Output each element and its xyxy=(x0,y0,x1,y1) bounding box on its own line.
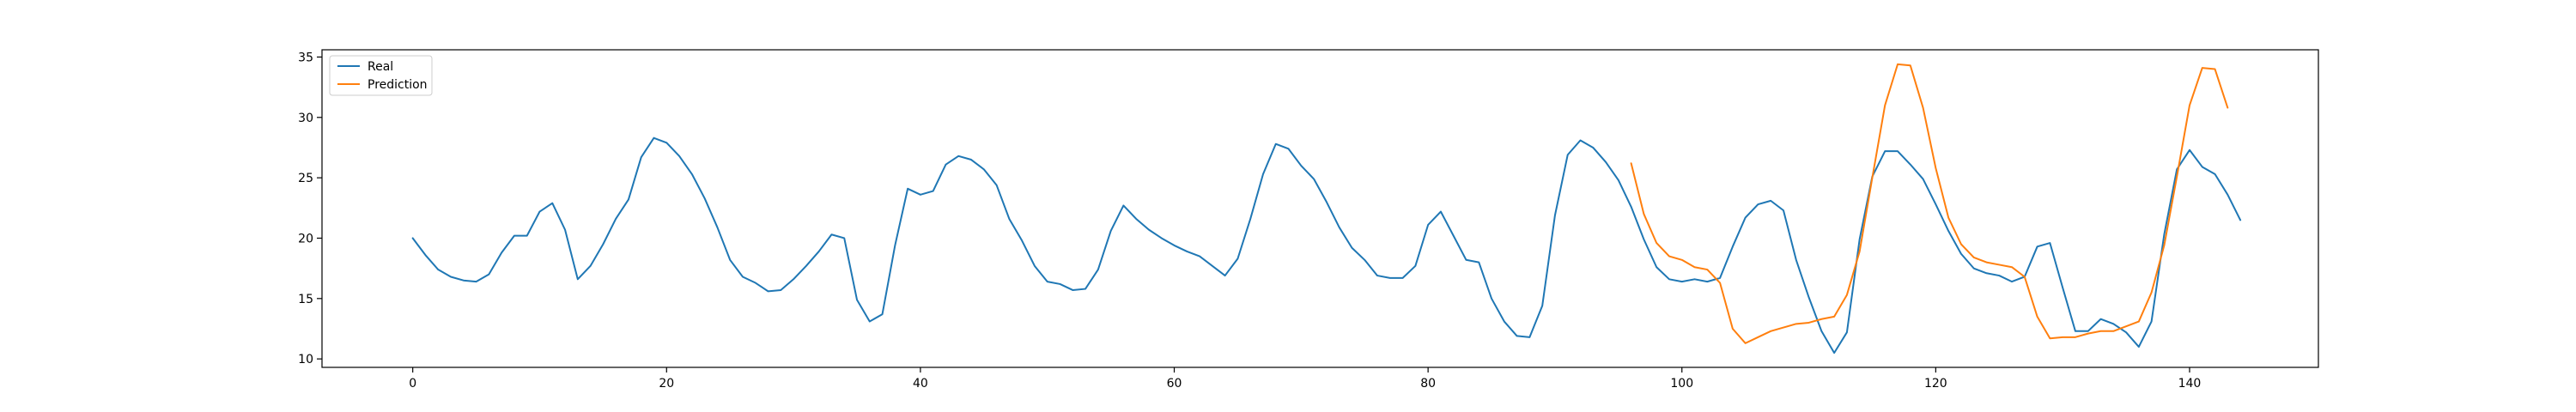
series-line-real xyxy=(411,136,2242,354)
plot-frame xyxy=(321,49,2319,368)
y-tick-label: 30 xyxy=(298,112,313,125)
legend: Real Prediction xyxy=(329,55,433,96)
legend-label-prediction: Prediction xyxy=(368,78,428,92)
series-line-prediction xyxy=(1630,63,2229,344)
x-tick-label: 20 xyxy=(659,377,674,391)
y-tick-label: 15 xyxy=(298,293,313,306)
x-axis: 0 20 40 60 80 100 120 140 xyxy=(409,367,2201,391)
y-axis: 10 15 20 25 30 35 xyxy=(298,51,322,367)
series-lines xyxy=(411,63,2242,354)
x-tick-label: 80 xyxy=(1420,377,1436,391)
x-tick-label: 60 xyxy=(1167,377,1182,391)
x-tick-label: 100 xyxy=(1670,377,1693,391)
x-tick-label: 0 xyxy=(409,377,416,391)
x-tick-label: 40 xyxy=(913,377,928,391)
y-tick-label: 20 xyxy=(298,232,313,245)
x-tick-label: 120 xyxy=(1924,377,1947,391)
y-tick-label: 25 xyxy=(298,172,313,185)
y-tick-label: 10 xyxy=(298,353,313,367)
y-tick-label: 35 xyxy=(298,51,313,64)
x-tick-label: 140 xyxy=(2178,377,2202,391)
legend-label-real: Real xyxy=(368,60,393,74)
